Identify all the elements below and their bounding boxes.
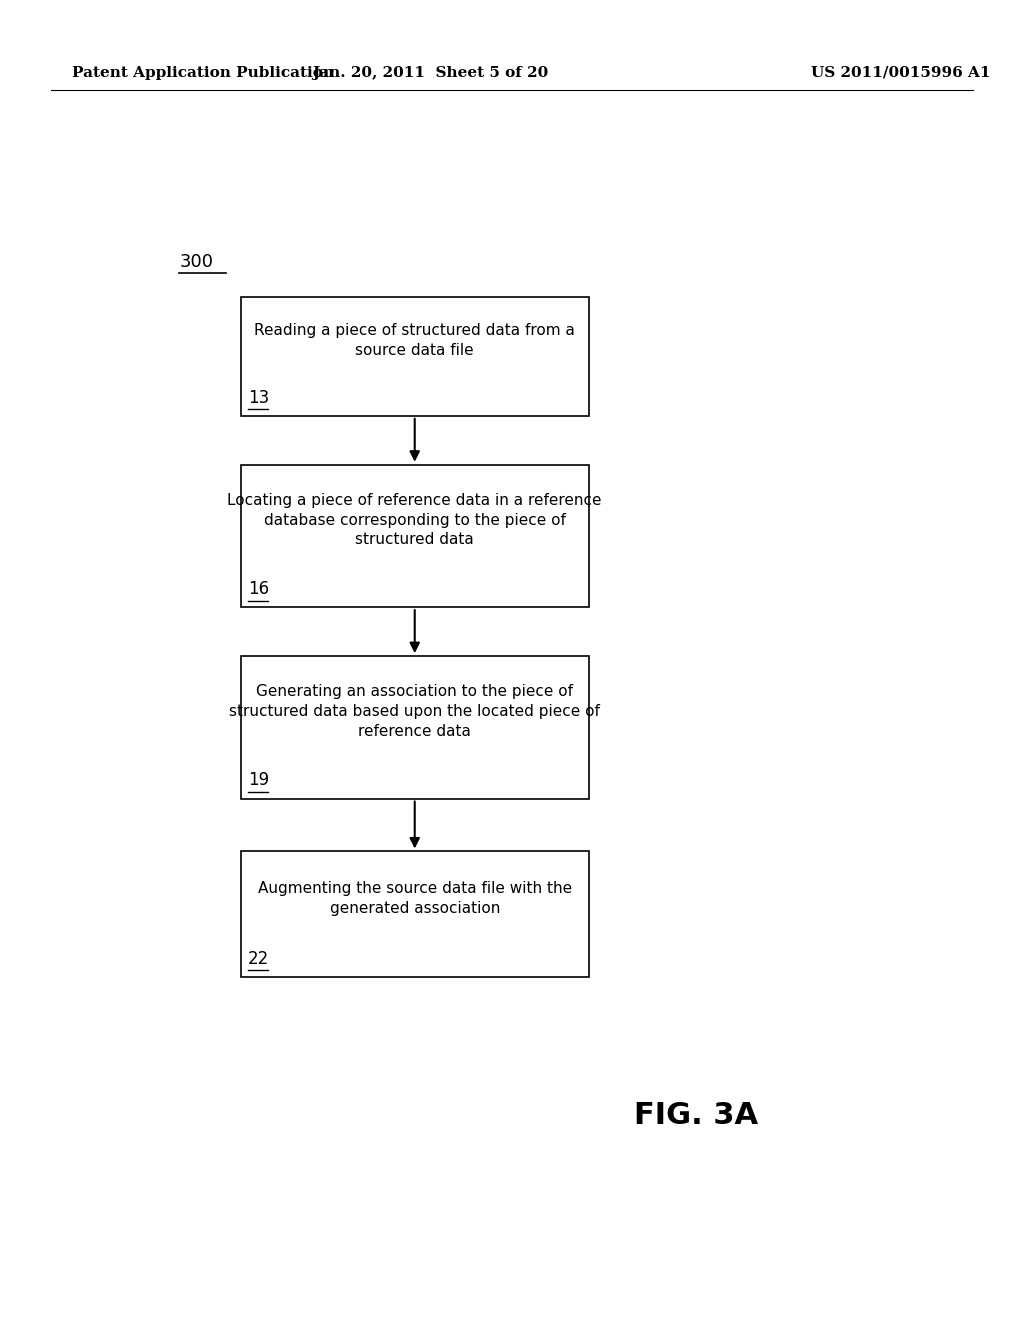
Text: Augmenting the source data file with the
generated association: Augmenting the source data file with the… <box>258 880 571 916</box>
Text: 19: 19 <box>248 771 269 789</box>
Text: Reading a piece of structured data from a
source data file: Reading a piece of structured data from … <box>254 323 575 358</box>
FancyBboxPatch shape <box>241 297 589 416</box>
Text: Locating a piece of reference data in a reference
database corresponding to the : Locating a piece of reference data in a … <box>227 492 602 548</box>
FancyBboxPatch shape <box>241 656 589 799</box>
Text: Generating an association to the piece of
structured data based upon the located: Generating an association to the piece o… <box>229 684 600 739</box>
Text: US 2011/0015996 A1: US 2011/0015996 A1 <box>811 66 991 79</box>
Text: 22: 22 <box>248 949 269 968</box>
Text: Patent Application Publication: Patent Application Publication <box>72 66 334 79</box>
Text: Jan. 20, 2011  Sheet 5 of 20: Jan. 20, 2011 Sheet 5 of 20 <box>312 66 548 79</box>
FancyBboxPatch shape <box>241 465 589 607</box>
Text: 300: 300 <box>179 252 213 271</box>
FancyBboxPatch shape <box>241 851 589 977</box>
Text: 16: 16 <box>248 579 269 598</box>
Text: FIG. 3A: FIG. 3A <box>634 1101 759 1130</box>
Text: 13: 13 <box>248 388 269 407</box>
